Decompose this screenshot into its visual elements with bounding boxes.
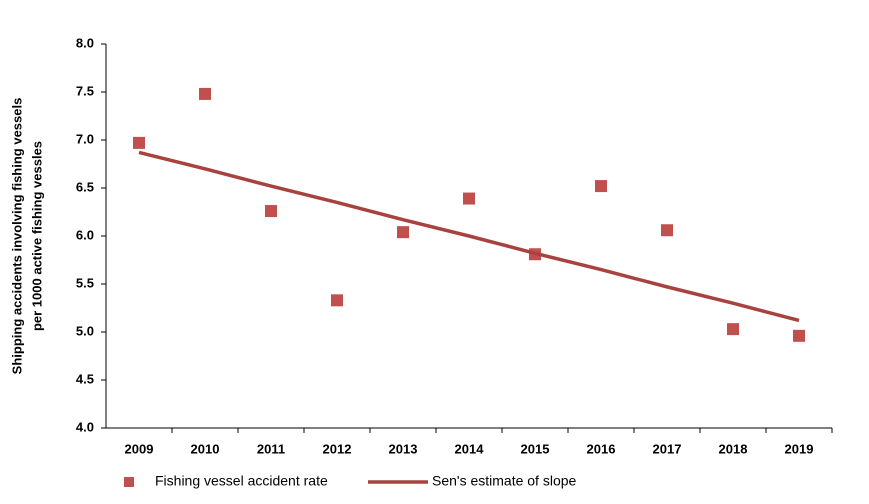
x-tick-label: 2016 (587, 441, 616, 456)
x-tick-label: 2015 (521, 441, 550, 456)
legend-label: Sen's estimate of slope (432, 473, 577, 489)
legend-swatch (124, 477, 134, 487)
point (133, 136, 145, 149)
point (397, 226, 409, 239)
point (265, 205, 277, 218)
x-tick-label: 2013 (389, 441, 418, 456)
y-tick-label: 5.0 (76, 323, 94, 338)
y-tick-label: 6.0 (76, 227, 94, 242)
y-tick-label: 4.5 (76, 371, 94, 386)
legend-label: Fishing vessel accident rate (155, 473, 328, 489)
x-tick-label: 2012 (323, 441, 352, 456)
point (727, 323, 739, 336)
y-tick-label: 6.5 (76, 179, 94, 194)
trend-line (138, 150, 800, 323)
y-tick-label: 7.5 (76, 83, 94, 98)
y-axis-label: Shipping accidents involving fishing ves… (9, 98, 24, 375)
y-tick-label: 4.0 (76, 419, 94, 434)
x-tick-label: 2019 (785, 441, 814, 456)
x-tick-label: 2018 (719, 441, 748, 456)
y-tick-label: 7.0 (76, 131, 94, 146)
y-tick-label: 8.0 (76, 35, 94, 50)
point (793, 329, 805, 342)
x-tick-label: 2011 (257, 441, 285, 456)
point (661, 224, 673, 237)
point (199, 87, 211, 100)
x-tick-label: 2010 (191, 441, 220, 456)
point (595, 180, 607, 193)
x-tick-label: 2014 (455, 441, 485, 456)
x-tick-label: 2017 (653, 441, 682, 456)
x-tick-label: 2009 (125, 441, 154, 456)
y-axis-label: per 1000 active fishing vessles (29, 141, 44, 331)
y-tick-label: 5.5 (76, 275, 94, 290)
point (463, 192, 475, 205)
point (331, 294, 343, 307)
